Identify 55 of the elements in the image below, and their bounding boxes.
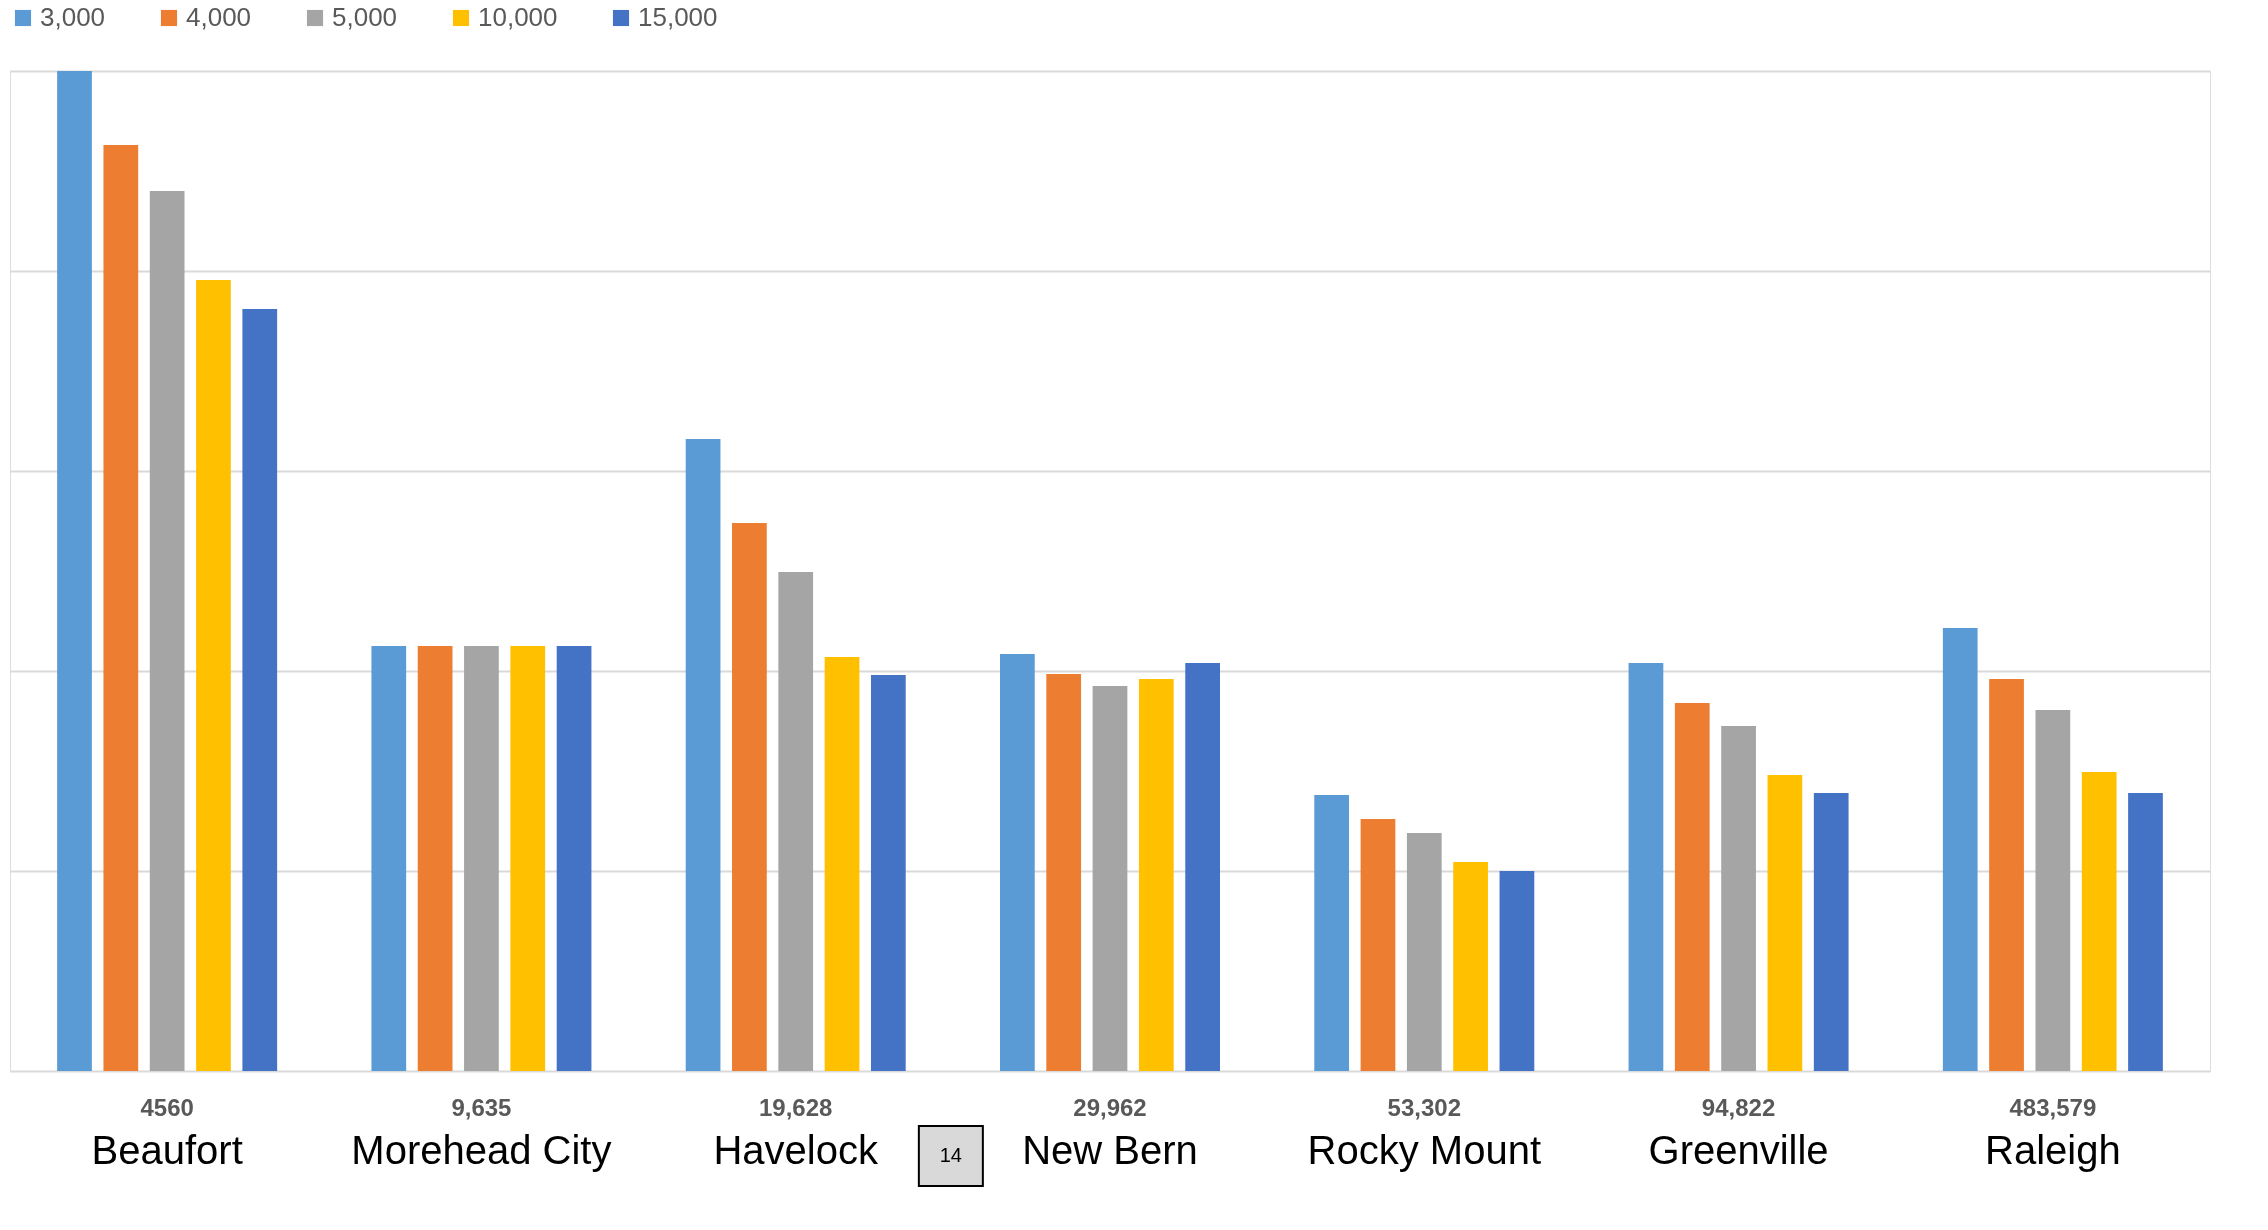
- bar: [1499, 871, 1535, 1071]
- bar: [1406, 833, 1442, 1071]
- x-tick-label: Greenville: [1648, 1127, 1829, 1172]
- bar: [824, 657, 860, 1071]
- bar: [417, 646, 453, 1071]
- bar: [1138, 679, 1174, 1071]
- legend-label: 15,000: [638, 2, 718, 32]
- text: 94,822: [1701, 1094, 1776, 1121]
- bar: [1092, 686, 1128, 1071]
- x-tick-label: Raleigh: [1985, 1127, 2121, 1172]
- bar: [149, 191, 185, 1071]
- bar: [57, 71, 92, 1071]
- bar: [1185, 663, 1220, 1071]
- bar: [103, 145, 139, 1071]
- legend-label: 4,000: [186, 2, 252, 32]
- x-tick-label: Rocky Mount: [1307, 1127, 1541, 1172]
- text: 483,579: [2009, 1094, 2097, 1121]
- bar: [1989, 679, 2024, 1071]
- bar: [1813, 793, 1849, 1071]
- bar: [2035, 710, 2071, 1071]
- legend-label: 3,000: [40, 2, 106, 32]
- x-tick-label: Beaufort: [91, 1127, 243, 1172]
- bar: [870, 675, 906, 1071]
- bar: [1721, 726, 1756, 1071]
- bar: [1942, 628, 1978, 1071]
- bar: [1000, 654, 1035, 1071]
- bar: [556, 646, 592, 1071]
- bar: [1360, 819, 1396, 1071]
- bar: [2081, 772, 2117, 1071]
- text: 9,635: [451, 1094, 512, 1121]
- bar: [1046, 674, 1082, 1071]
- x-tick-label: New Bern: [1022, 1127, 1198, 1172]
- bar: [732, 523, 767, 1071]
- text: 53,302: [1387, 1094, 1461, 1121]
- bar: [1453, 862, 1488, 1071]
- bar: [242, 309, 278, 1071]
- bar: [1628, 663, 1664, 1071]
- text: 19,628: [759, 1094, 833, 1121]
- bar: [196, 280, 231, 1071]
- x-tick-label: Havelock: [713, 1127, 879, 1172]
- bar: [778, 572, 814, 1071]
- text: 14: [939, 1144, 962, 1166]
- legend-label: 10,000: [478, 2, 558, 32]
- legend-label: 5,000: [332, 2, 398, 32]
- bar: [1767, 775, 1803, 1071]
- bar: [1674, 703, 1710, 1071]
- bar: [510, 646, 546, 1071]
- bar: [1314, 795, 1350, 1071]
- text: 29,962: [1073, 1094, 1147, 1121]
- bar: [464, 646, 499, 1071]
- x-tick-label: Morehead City: [351, 1127, 612, 1172]
- bar: [371, 646, 407, 1071]
- bar: [2128, 793, 2163, 1071]
- bar: [685, 439, 721, 1071]
- text: 4560: [140, 1094, 194, 1121]
